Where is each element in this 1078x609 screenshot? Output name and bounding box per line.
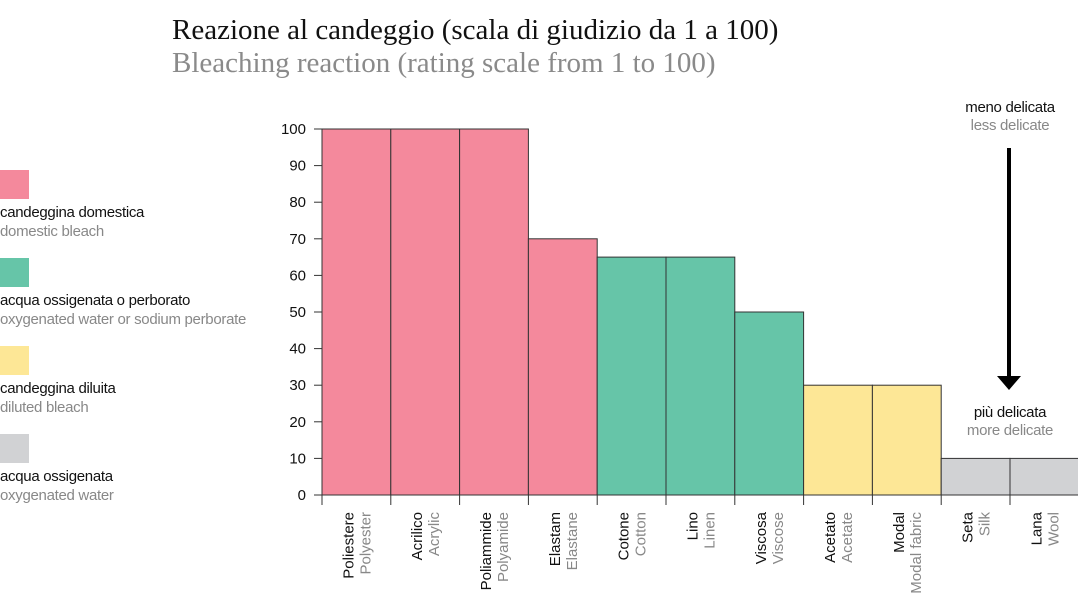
bar-polyamide	[459, 128, 529, 496]
y-tick-label: 0	[298, 487, 306, 504]
x-tick-label-it: Seta	[960, 511, 977, 543]
title-english: Bleaching reaction (rating scale from 1 …	[172, 47, 716, 79]
x-tick-label-en: Polyamide	[495, 512, 512, 582]
x-tick-label-en: Polyester	[357, 512, 374, 575]
chart-title: Reazione al candeggio (scala di giudizio…	[172, 14, 778, 80]
x-axis: Poliestere Polyester Acrilico Acrylic Poliam…	[321, 494, 1078, 594]
y-axis: 0 10 20 30 40 50 60 70 80 90 100	[281, 121, 323, 504]
legend-label-it: acqua ossigenata o perborato	[0, 292, 191, 309]
y-tick-label: 30	[289, 377, 306, 394]
x-tick-label-group: Lino Linen	[684, 512, 718, 549]
x-tick-label-group: Seta Silk	[960, 511, 994, 543]
title-italian: Reazione al candeggio (scala di giudizio…	[172, 14, 779, 46]
bar-acrylic	[390, 128, 461, 496]
legend: candeggina domestica domestic bleach acq…	[0, 170, 270, 522]
legend-label-en: domestic bleach	[0, 223, 104, 240]
x-tick-label-group: Poliammide Polyamide	[478, 512, 512, 590]
bar-linen	[665, 256, 736, 496]
bar-modal-fabric	[871, 384, 942, 496]
x-tick-label-it: Elastam	[547, 512, 564, 566]
y-tick-label: 60	[289, 267, 306, 284]
x-tick-label-it: Acrilico	[409, 512, 426, 560]
less-delicate-en: less delicate	[970, 117, 1050, 134]
x-tick-label-group: Modal Modal fabric	[891, 512, 925, 594]
x-tick-label-en: Elastane	[564, 512, 581, 570]
x-tick-label-it: Cotone	[616, 512, 633, 560]
x-tick-label-group: Acetato Acetate	[822, 512, 856, 563]
bar-acetate	[803, 384, 873, 496]
x-tick-label-it: Poliammide	[478, 512, 495, 590]
y-tick-label: 10	[289, 450, 306, 467]
legend-label-en: oxygenated water	[0, 487, 114, 504]
bars-group	[321, 128, 1078, 496]
more-delicate-en: more delicate	[966, 422, 1054, 439]
legend-label-it: candeggina domestica	[0, 204, 145, 221]
legend-swatch	[0, 170, 29, 199]
x-tick-label-it: Modal	[891, 512, 908, 553]
legend-label-it: acqua ossigenata	[0, 468, 113, 485]
more-delicate-it: più delicata	[973, 404, 1047, 421]
x-tick-label-en: Cotton	[633, 512, 650, 556]
bar-polyester	[321, 128, 392, 496]
x-tick-label-en: Modal fabric	[908, 512, 925, 594]
y-tick-label: 90	[289, 158, 306, 175]
bar-wool	[1009, 457, 1078, 496]
x-tick-label-group: Acrilico Acrylic	[409, 512, 443, 561]
legend-item-oxygenated-water: acqua ossigenata oxygenated water	[0, 434, 270, 522]
x-tick-label-it: Lino	[684, 512, 701, 540]
legend-label-it: candeggina diluita	[0, 380, 116, 397]
x-tick-label-it: Acetato	[822, 512, 839, 563]
x-tick-label-group: Poliestere Polyester	[340, 512, 374, 579]
legend-item-domestic-bleach: candeggina domestica domestic bleach	[0, 170, 270, 258]
y-tick-label: 100	[281, 121, 306, 138]
x-tick-label-group: Viscosa Viscose	[753, 511, 787, 564]
less-delicate-it: meno delicata	[965, 99, 1055, 116]
x-tick-label-en: Acrylic	[426, 512, 443, 557]
legend-label-en: diluted bleach	[0, 399, 89, 416]
bar-viscose	[734, 311, 805, 496]
arrow-head	[997, 376, 1021, 390]
legend-item-oxygenated-perborate: acqua ossigenata o perborato oxygenated …	[0, 258, 270, 346]
x-tick-label-group: Lana Wool	[1028, 511, 1062, 546]
legend-label-en: oxygenated water or sodium perborate	[0, 311, 247, 328]
delicacy-arrow	[997, 148, 1021, 390]
y-tick-label: 50	[289, 304, 306, 321]
more-delicate-note: più delicata more delicate	[955, 404, 1065, 440]
x-tick-label-it: Poliestere	[340, 512, 357, 579]
legend-swatch	[0, 434, 29, 463]
legend-item-diluted-bleach: candeggina diluita diluted bleach	[0, 346, 270, 434]
x-tick-label-en: Viscose	[770, 512, 787, 564]
x-tick-label-group: Elastam Elastane	[547, 512, 581, 570]
bar-cotton	[596, 256, 667, 496]
x-tick-label-en: Silk	[977, 512, 994, 537]
legend-swatch	[0, 258, 29, 287]
x-tick-label-it: Viscosa	[753, 511, 770, 564]
x-tick-label-group: Cotone Cotton	[616, 512, 650, 560]
x-tick-label-en: Wool	[1045, 512, 1062, 546]
bar-elastane	[527, 238, 598, 496]
y-tick-label: 20	[289, 414, 306, 431]
x-tick-label-it: Lana	[1028, 511, 1045, 545]
bar-silk	[940, 457, 1011, 496]
y-tick-label: 70	[289, 231, 306, 248]
y-tick-label: 40	[289, 341, 306, 358]
y-tick-label: 80	[289, 194, 306, 211]
less-delicate-note: meno delicata less delicate	[955, 99, 1065, 135]
x-tick-label-en: Linen	[701, 512, 718, 549]
x-tick-label-en: Acetate	[839, 512, 856, 563]
legend-swatch	[0, 346, 29, 375]
